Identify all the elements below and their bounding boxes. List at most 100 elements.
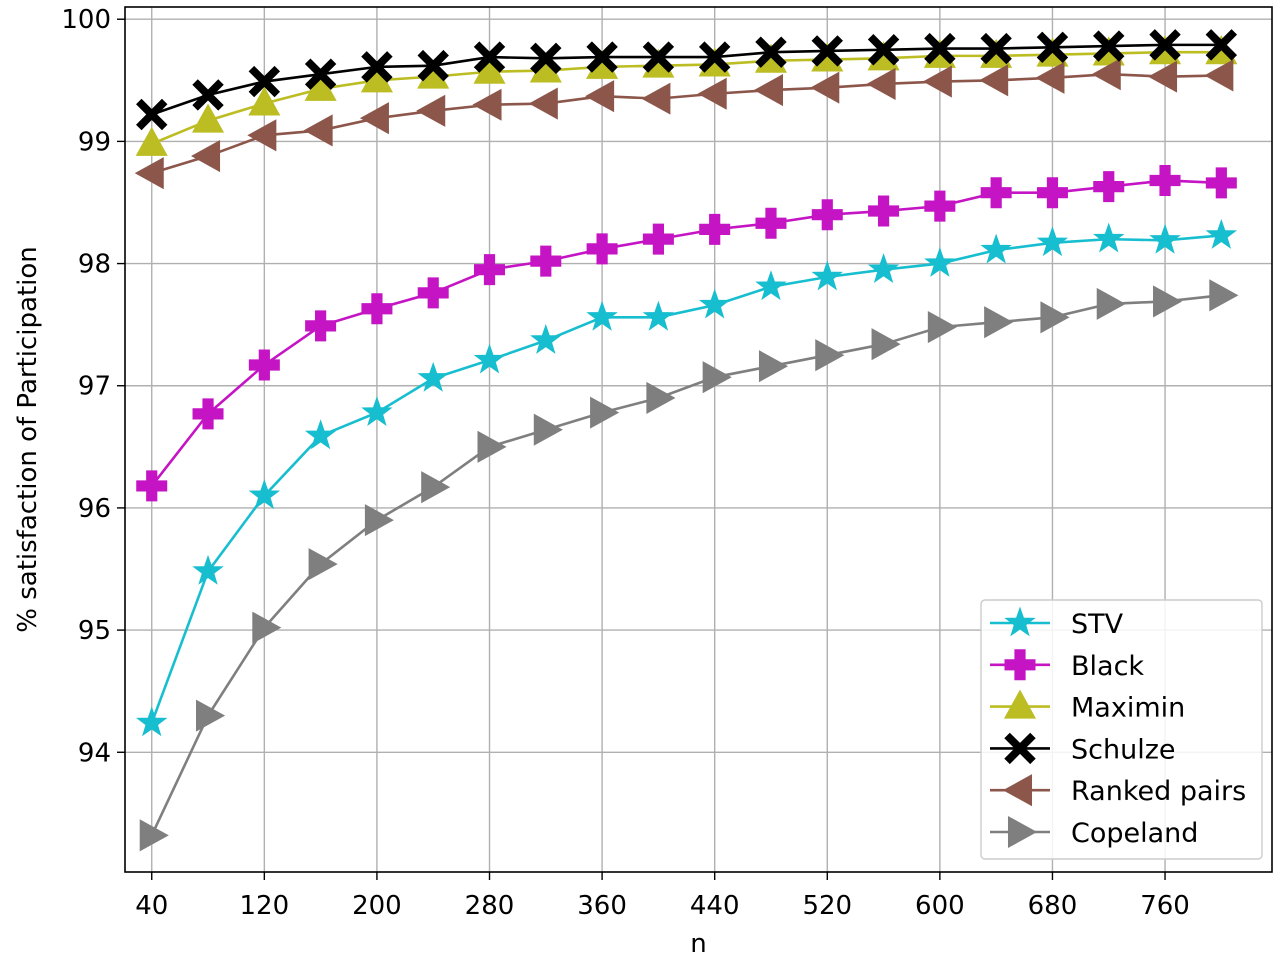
data-point-schulze [417, 49, 449, 82]
data-point-copeland [308, 548, 338, 581]
x-tick-label: 600 [915, 891, 965, 921]
data-point-schulze [1093, 30, 1125, 62]
data-point-black [755, 207, 787, 239]
data-point-ranked-pairs [922, 65, 952, 98]
data-point-stv [304, 419, 337, 450]
x-tick-label: 280 [465, 891, 515, 921]
data-point-schulze [1036, 31, 1069, 64]
data-point-ranked-pairs [1204, 59, 1234, 92]
data-point-black [980, 177, 1012, 209]
x-tick-label: 40 [135, 891, 168, 921]
legend-marker-ranked-pairs [1002, 774, 1033, 807]
legend: STV Black Maximin Schulze Ranked pairs Copela… [980, 599, 1263, 860]
data-point-copeland [364, 504, 394, 537]
data-point-copeland [984, 306, 1014, 339]
data-point-schulze [586, 41, 618, 73]
data-point-stv [811, 260, 843, 291]
legend-marker-black [1004, 649, 1036, 681]
legend-label-copeland: Copeland [1071, 818, 1198, 849]
data-point-black [1205, 167, 1237, 199]
legend-label-schulze: Schulze [1071, 734, 1176, 765]
data-point-copeland [871, 328, 901, 361]
data-point-copeland [1096, 287, 1126, 320]
data-point-stv [1149, 223, 1181, 254]
series-layer [134, 29, 1239, 852]
legend-entry-ranked-pairs: Ranked pairs [990, 774, 1246, 807]
data-point-stv [698, 288, 731, 319]
x-tick-label: 360 [577, 891, 627, 921]
legend-entry-black: Black [990, 649, 1144, 682]
data-point-black [530, 245, 562, 277]
data-point-copeland [1209, 279, 1239, 312]
legend-entry-schulze: Schulze [990, 732, 1176, 765]
data-point-stv [192, 554, 224, 585]
data-point-copeland [927, 311, 957, 344]
data-point-schulze [811, 35, 843, 67]
series-copeland [139, 279, 1239, 852]
data-point-copeland [1153, 285, 1183, 318]
data-point-black [699, 213, 731, 245]
data-point-schulze [698, 41, 731, 73]
legend-marker-copeland [1007, 815, 1038, 849]
data-point-schulze [473, 41, 506, 73]
data-point-stv [924, 247, 956, 277]
series-line-schulze [151, 43, 1222, 116]
legend-label-stv: STV [1071, 609, 1124, 640]
data-point-copeland [252, 611, 282, 644]
data-point-copeland [139, 819, 169, 852]
data-point-ranked-pairs [247, 119, 277, 152]
data-point-maximin [248, 86, 281, 116]
data-point-black [305, 310, 337, 342]
data-point-ranked-pairs [359, 102, 389, 135]
y-tick-label: 94 [78, 738, 111, 768]
y-tick-label: 99 [78, 127, 111, 157]
data-point-ranked-pairs [528, 87, 558, 120]
legend-marker-stv [1004, 606, 1036, 637]
data-point-ranked-pairs [134, 157, 164, 190]
data-point-schulze [1205, 29, 1238, 61]
data-point-ranked-pairs [416, 94, 446, 127]
data-point-ranked-pairs [190, 140, 221, 173]
x-tick-label: 760 [1140, 891, 1190, 921]
data-point-black [248, 349, 280, 381]
data-point-schulze [642, 41, 675, 73]
series-ranked-pairs [134, 58, 1234, 190]
x-tick-label: 440 [690, 891, 740, 921]
x-tick-label: 200 [352, 891, 402, 921]
data-point-copeland [533, 413, 563, 446]
data-point-schulze [530, 42, 562, 75]
data-point-black [136, 470, 168, 502]
x-tick-label: 520 [802, 891, 852, 921]
legend-box [980, 599, 1263, 860]
data-point-black [642, 223, 674, 255]
data-point-schulze [1149, 29, 1181, 61]
data-point-maximin [191, 103, 225, 133]
data-point-ranked-pairs [753, 74, 783, 107]
x-axis-label: n [690, 929, 706, 959]
y-tick-label: 95 [78, 616, 111, 646]
data-point-schulze [924, 32, 956, 65]
data-point-black [586, 233, 618, 265]
data-point-schulze [980, 32, 1012, 65]
series-stv [136, 218, 1238, 737]
y-tick-label: 100 [61, 5, 111, 35]
data-point-black [361, 293, 393, 325]
data-point-copeland [1040, 301, 1070, 334]
data-point-stv [980, 233, 1012, 264]
data-point-black [417, 277, 449, 309]
data-point-schulze [136, 98, 168, 131]
legend-label-maximin: Maximin [1071, 693, 1185, 724]
legend-entry-copeland: Copeland [990, 815, 1198, 849]
data-point-schulze [361, 51, 393, 83]
data-point-stv [530, 324, 562, 354]
data-point-schulze [755, 36, 787, 68]
y-tick-label: 98 [78, 250, 111, 280]
data-point-stv [248, 479, 281, 510]
data-point-black [1036, 177, 1068, 209]
data-point-black [192, 398, 224, 430]
data-point-black [1149, 164, 1181, 196]
axes: 40 120 200 280 360 440 520 600 680 760 94 95 96 97 98 9… [61, 5, 1190, 921]
x-tick-label: 680 [1028, 891, 1078, 921]
data-point-stv [417, 361, 449, 392]
data-point-ranked-pairs [641, 82, 671, 115]
